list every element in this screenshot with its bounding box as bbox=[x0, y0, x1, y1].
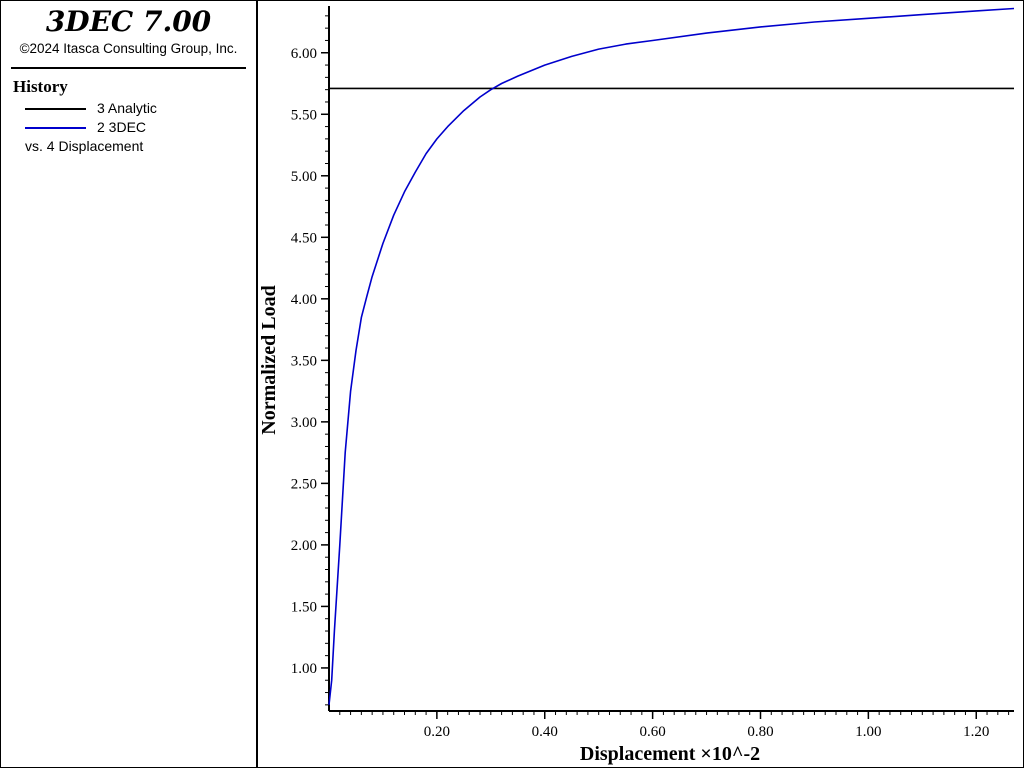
legend-label-3dec: 2 3DEC bbox=[97, 119, 147, 135]
history-heading: History bbox=[13, 77, 68, 96]
y-tick-label: 5.00 bbox=[291, 169, 317, 185]
y-tick-label: 2.50 bbox=[291, 476, 317, 492]
chart-axes bbox=[328, 6, 1014, 712]
y-tick-label: 1.50 bbox=[291, 599, 317, 615]
x-tick-label: 1.00 bbox=[855, 724, 881, 740]
chart-series bbox=[328, 7, 1015, 705]
y-tick-label: 5.50 bbox=[291, 107, 317, 123]
x-axis-title: Displacement ×10^-2 bbox=[580, 743, 760, 765]
x-tick-label: 0.20 bbox=[424, 724, 450, 740]
y-tick-label: 4.50 bbox=[291, 230, 317, 246]
y-tick-label: 4.00 bbox=[291, 292, 317, 308]
y-tick-label: 3.50 bbox=[291, 353, 317, 369]
title-divider bbox=[11, 67, 246, 69]
x-tick-label: 0.60 bbox=[639, 724, 665, 740]
x-tick-label: 0.40 bbox=[532, 724, 558, 740]
y-tick-label: 2.00 bbox=[291, 538, 317, 554]
chart-ticks: 1.00 1.50 2.00 2.50 3.00 3.50 4.00 4.50 5.00 5.50… bbox=[291, 15, 1010, 740]
app-title: 3DEC 7.00 bbox=[45, 5, 212, 38]
y-tick-label: 3.00 bbox=[291, 415, 317, 431]
y-tick-label: 1.00 bbox=[291, 661, 317, 677]
legend-swatch-3dec bbox=[25, 127, 86, 129]
copyright-notice: ©2024 Itasca Consulting Group, Inc. bbox=[19, 41, 238, 56]
x-tick-label: 1.20 bbox=[963, 724, 989, 740]
y-axis-title: Normalized Load bbox=[258, 285, 280, 434]
y-tick-label: 6.00 bbox=[291, 46, 317, 62]
legend-vs-label: vs. 4 Displacement bbox=[25, 138, 144, 154]
x-tick-label: 0.80 bbox=[747, 724, 773, 740]
legend-swatch-analytic bbox=[25, 108, 86, 110]
legend-panel: 3DEC 7.00 ©2024 Itasca Consulting Group,… bbox=[1, 1, 258, 767]
series-line-3dec bbox=[328, 7, 1015, 705]
legend-label-analytic: 3 Analytic bbox=[97, 100, 157, 116]
